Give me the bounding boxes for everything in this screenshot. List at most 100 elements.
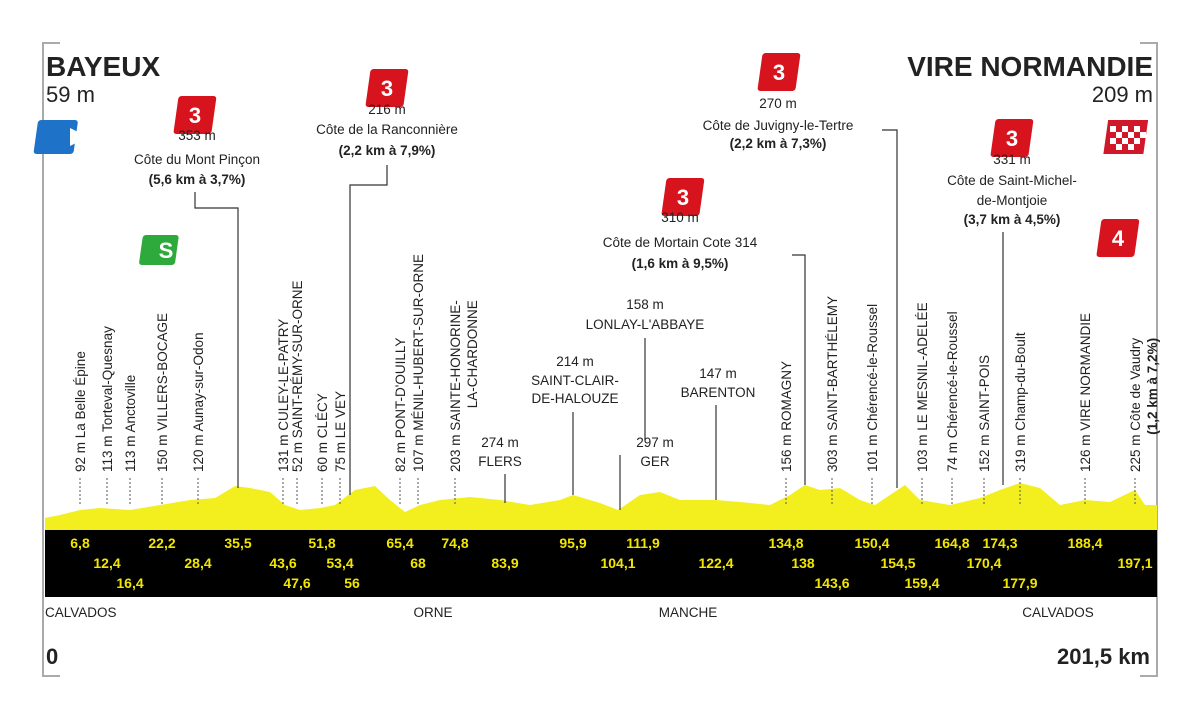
climb-altitude: 353 m [178, 128, 216, 143]
place-altitude: 297 m [636, 435, 674, 450]
start-name: BAYEUX [46, 51, 160, 82]
climb-name: Côte de Mortain Cote 314 [603, 235, 758, 250]
leader [194, 192, 239, 488]
place-name: GER [640, 454, 670, 469]
km-label: 174,3 [982, 535, 1017, 551]
finish-flag [1103, 120, 1149, 154]
sprint-badge [139, 235, 179, 265]
km-label: 16,4 [116, 575, 143, 591]
department: CALVADOS [45, 605, 117, 620]
km-label: 22,2 [148, 535, 175, 551]
place-altitude: 147 m [699, 366, 737, 381]
place-altitude: 274 m [481, 435, 519, 450]
km-label: 154,5 [880, 555, 915, 571]
end-distance: 201,5 km [1057, 644, 1150, 669]
place-altitude: 158 m [626, 297, 664, 312]
km-label: 43,6 [269, 555, 296, 571]
waypoint-label: 75 m LE VEY [333, 391, 348, 472]
waypoint-label: 120 m Aunay-sur-Odon [191, 332, 206, 472]
km-label: 47,6 [283, 575, 310, 591]
km-label: 65,4 [386, 535, 413, 551]
waypoint-label: 225 m Côte de Vaudry [1128, 338, 1143, 472]
waypoint-label: (1,2 km à 7,2%) [1145, 338, 1160, 435]
km-label: 74,8 [441, 535, 468, 551]
climb-name: Côte de Juvigny-le-Tertre [703, 118, 854, 133]
km-label: 177,9 [1002, 575, 1037, 591]
start-flag [33, 120, 88, 154]
place-name: BARENTON [681, 385, 756, 400]
sprint-label: S [159, 238, 174, 263]
climb-category: 4 [1112, 226, 1125, 251]
climb-altitude: 216 m [368, 102, 406, 117]
department: CALVADOS [1022, 605, 1094, 620]
climb-detail: (2,2 km à 7,9%) [339, 143, 436, 158]
waypoint-label: 103 m LE MESNIL-ADELÉE [915, 302, 930, 472]
km-label: 159,4 [904, 575, 939, 591]
waypoint-label: 74 m Chérencé-le-Roussel [945, 311, 960, 472]
km-label: 143,6 [814, 575, 849, 591]
km-label: 35,5 [224, 535, 251, 551]
km-label: 95,9 [559, 535, 586, 551]
waypoint-label: 131 m CULEY-LE-PATRY [276, 319, 291, 472]
climb-detail: (3,7 km à 4,5%) [964, 212, 1061, 227]
waypoint-label: 156 m ROMAGNY [779, 361, 794, 472]
climb-altitude: 270 m [759, 96, 797, 111]
km-label: 68 [410, 555, 426, 571]
waypoint-label: 113 m Torteval-Quesnay [100, 326, 115, 472]
climb-badge [661, 178, 705, 216]
km-label: 51,8 [308, 535, 335, 551]
km-label: 56 [344, 575, 360, 591]
climb-badge [757, 53, 801, 91]
climb-altitude: 310 m [661, 210, 699, 225]
km-label: 197,1 [1117, 555, 1152, 571]
climb-name: Côte de Saint-Michel- [947, 173, 1077, 188]
climb-category: 3 [189, 103, 201, 128]
waypoint-label: 101 m Chérencé-le-Roussel [865, 304, 880, 472]
climb-category: 3 [677, 185, 689, 210]
department: ORNE [413, 605, 452, 620]
km-label: 170,4 [966, 555, 1001, 571]
climb-badge [365, 69, 409, 107]
waypoint-label: 107 m MÉNIL-HUBERT-SUR-ORNE [411, 254, 426, 472]
place-altitude: 214 m [556, 354, 594, 369]
km-label: 138 [791, 555, 815, 571]
km-label: 6,8 [70, 535, 90, 551]
climb-name: Côte de la Ranconnière [316, 122, 458, 137]
waypoint-label: 52 m SAINT-RÉMY-SUR-ORNE [290, 280, 305, 472]
climb-badge [173, 96, 217, 134]
finish-name: VIRE NORMANDIE [907, 51, 1153, 82]
climb-altitude: 331 m [993, 152, 1031, 167]
place-name2: DE-HALOUZE [531, 391, 618, 406]
waypoint-label: LA-CHARDONNE [465, 300, 480, 408]
km-label: 150,4 [854, 535, 889, 551]
finish-altitude: 209 m [1092, 82, 1153, 107]
department: MANCHE [659, 605, 718, 620]
climb-name2: de-Montjoie [977, 193, 1048, 208]
climb-category: 3 [773, 60, 785, 85]
climb-detail: (5,6 km à 3,7%) [149, 172, 246, 187]
km-label: 53,4 [326, 555, 353, 571]
start-distance: 0 [46, 644, 58, 669]
climb-detail: (1,6 km à 9,5%) [632, 256, 729, 271]
climb-badge [1096, 219, 1140, 257]
km-label: 111,9 [626, 535, 660, 551]
waypoint-label: 303 m SAINT-BARTHÉLEMY [825, 296, 840, 472]
leader [349, 165, 388, 495]
km-label: 134,8 [768, 535, 803, 551]
waypoint-label: 319 m Champ-du-Boult [1013, 332, 1028, 472]
profile [45, 483, 1157, 531]
waypoint-label: 150 m VILLERS-BOCAGE [155, 313, 170, 472]
waypoint-label: 203 m SAINTE-HONORINE- [448, 300, 463, 472]
waypoint-label: 152 m SAINT-POIS [977, 355, 992, 472]
place-name: SAINT-CLAIR- [531, 373, 619, 388]
climb-detail: (2,2 km à 7,3%) [730, 136, 827, 151]
waypoint-label: 82 m PONT-D'OUILLY [393, 338, 408, 472]
waypoint-label: 126 m VIRE NORMANDIE [1078, 313, 1093, 472]
km-label: 164,8 [934, 535, 969, 551]
climb-category: 3 [1006, 126, 1018, 151]
waypoint-label: 92 m La Belle Épine [73, 351, 88, 472]
km-label: 28,4 [184, 555, 211, 571]
waypoint-label: 113 m Anctoville [123, 375, 138, 472]
km-label: 188,4 [1067, 535, 1102, 551]
